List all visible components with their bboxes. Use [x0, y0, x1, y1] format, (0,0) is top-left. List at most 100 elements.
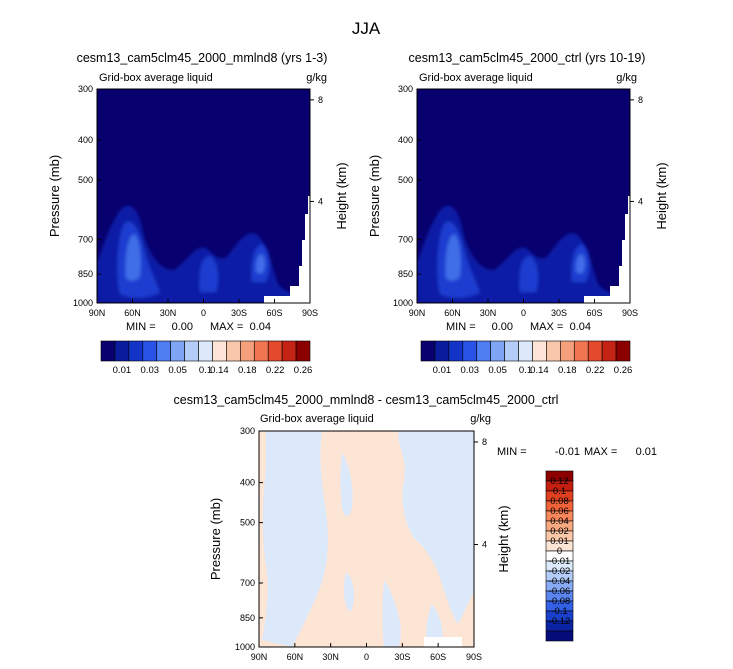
x-tick-label: 0 [364, 652, 369, 662]
x-tick-label: 60N [124, 308, 141, 318]
panel-2-min-value: 0.00 [492, 321, 513, 333]
panel-3-field [259, 431, 474, 647]
panel-3-ticks: 90N 60N 30N 0 30S 60S 90S 300 400 500 700 850 1000 8 4 [235, 426, 487, 662]
colorbar-label: -0.08 [549, 596, 571, 607]
panel-1: cesm13_cam5clm45_2000_mmlnd8 (yrs 1-3) G… [47, 51, 349, 376]
y-right-tick-label: 8 [318, 95, 323, 105]
colorbar-swatch [240, 340, 255, 362]
colorbar-label: 0.01 [433, 365, 452, 376]
colorbar-label: 0.18 [558, 365, 577, 376]
panel-3: cesm13_cam5clm45_2000_mmlnd8 - cesm13_ca… [174, 393, 657, 662]
panel-1-max-label: MAX = [210, 321, 243, 333]
colorbar-swatch [198, 340, 213, 362]
y-tick-label: 400 [398, 135, 413, 145]
panel-3-max-value: 0.01 [636, 446, 657, 458]
x-tick-label: 60N [444, 308, 461, 318]
colorbar-swatch [295, 340, 311, 362]
y-right-tick-label: 4 [638, 196, 643, 206]
x-tick-label: 60S [586, 308, 602, 318]
y-tick-label: 700 [78, 235, 93, 245]
x-tick-label: 30N [480, 308, 497, 318]
colorbar-swatch [100, 340, 116, 362]
panel-3-region-e [398, 431, 474, 624]
panel-2-ylabel-right: Height (km) [654, 162, 669, 229]
panel-1-ylabel: Pressure (mb) [47, 155, 62, 237]
panel-1-field [97, 89, 310, 303]
y-tick-label: 400 [240, 478, 255, 488]
colorbar-swatch [267, 340, 283, 362]
panel-3-colorbar: 0.120.10.080.060.040.020.010-0.01-0.02-0… [545, 470, 574, 642]
colorbar-swatch [490, 340, 505, 362]
panel-1-right-label: g/kg [306, 72, 327, 84]
colorbar-label: 0.22 [266, 365, 285, 376]
colorbar-label: 0.06 [550, 506, 569, 517]
colorbar-swatch [281, 340, 297, 362]
y-tick-label: 850 [78, 269, 93, 279]
x-tick-label: 60S [266, 308, 282, 318]
colorbar-label: 0.1 [553, 486, 566, 497]
colorbar-label: 0.01 [550, 536, 569, 547]
colorbar-swatch [114, 340, 130, 362]
panel-2-contour-level-2 [437, 221, 590, 298]
panel-1-min-value: 0.00 [172, 321, 193, 333]
panel-2-max-label: MAX = [530, 321, 563, 333]
colorbar-swatch [518, 340, 533, 362]
x-tick-label: 90S [466, 652, 482, 662]
y-right-tick-label: 4 [318, 196, 323, 206]
panel-3-ylabel-right: Height (km) [496, 505, 511, 572]
colorbar-swatch [448, 340, 464, 362]
panel-2-ticks: 90N 60N 30N 0 30S 60S 90S 300 400 500 700 850 1000 8 4 [393, 84, 643, 318]
panel-3-negative-regions [262, 431, 474, 647]
x-tick-label: 30N [160, 308, 177, 318]
y-right-tick-label: 8 [638, 95, 643, 105]
colorbar-swatch [170, 340, 185, 362]
panel-3-min-value: -0.01 [555, 446, 580, 458]
panel-3-region-a [262, 431, 328, 647]
colorbar-swatch [434, 340, 450, 362]
y-tick-label: 300 [78, 84, 93, 94]
x-tick-label: 60S [430, 652, 446, 662]
y-tick-label: 1000 [73, 298, 93, 308]
panel-1-min-label: MIN = [126, 321, 156, 333]
panel-2-masked-terrain [584, 196, 630, 303]
x-tick-label: 90N [89, 308, 106, 318]
colorbar-swatch [587, 340, 603, 362]
panel-1-contours [97, 205, 310, 303]
y-tick-label: 850 [240, 613, 255, 623]
y-tick-label: 300 [240, 426, 255, 436]
colorbar-swatch [532, 340, 547, 362]
y-tick-label: 500 [240, 518, 255, 528]
panel-2-contours [417, 205, 630, 303]
x-tick-label: 30N [322, 652, 339, 662]
colorbar-swatch [545, 630, 574, 642]
colorbar-label: 0.05 [488, 365, 507, 376]
panel-3-left-label: Grid-box average liquid [260, 413, 374, 425]
y-tick-label: 850 [398, 269, 413, 279]
panel-1-colorbar: 0.01 0.03 0.05 0.10.14 0.18 0.22 0.26 [100, 340, 312, 376]
colorbar-label: 0.14 [210, 365, 229, 376]
panel-3-region-d [343, 572, 355, 612]
colorbar-swatch [615, 340, 631, 362]
colorbar-swatch [462, 340, 478, 362]
colorbar-swatch [212, 340, 227, 362]
panel-3-right-label: g/kg [470, 413, 491, 425]
colorbar-label: 0.08 [550, 496, 569, 507]
panel-1-title: cesm13_cam5clm45_2000_mmlnd8 (yrs 1-3) [77, 51, 328, 65]
colorbar-swatch [226, 340, 241, 362]
panel-1-left-label: Grid-box average liquid [99, 72, 213, 84]
colorbar-swatch [128, 340, 144, 362]
panel-2-colorbar: 0.01 0.03 0.05 0.10.14 0.18 0.22 0.26 [420, 340, 632, 376]
colorbar-label: -0.01 [549, 556, 571, 567]
colorbar-label: 0.12 [550, 476, 569, 487]
colorbar-label: -0.1 [551, 606, 567, 617]
colorbar-label: -0.04 [549, 576, 571, 587]
panel-2: cesm13_cam5clm45_2000_ctrl (yrs 10-19) G… [367, 51, 669, 376]
panel-1-ylabel-right: Height (km) [334, 162, 349, 229]
y-right-tick-label: 8 [482, 437, 487, 447]
colorbar-swatch [546, 340, 561, 362]
colorbar-swatch [142, 340, 158, 362]
colorbar-label: 0 [557, 546, 562, 557]
colorbar-swatch [601, 340, 617, 362]
y-tick-label: 700 [398, 235, 413, 245]
